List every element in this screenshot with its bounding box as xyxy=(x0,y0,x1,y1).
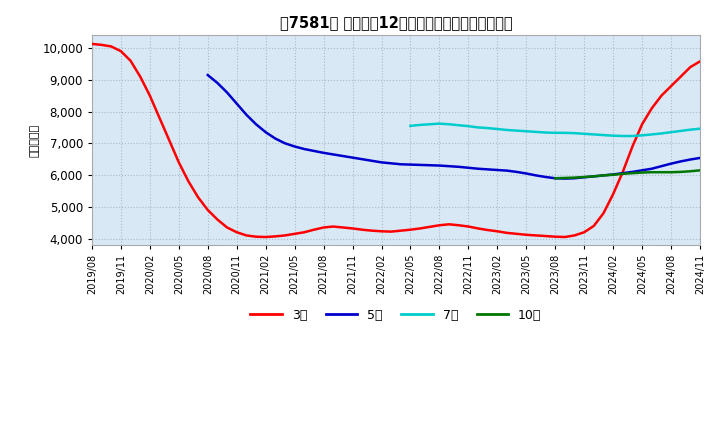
Title: 【7581】 経常利益12か月移動合計の平均値の推移: 【7581】 経常利益12か月移動合計の平均値の推移 xyxy=(279,15,513,30)
Y-axis label: （百万円）: （百万円） xyxy=(30,124,40,157)
Legend: 3年, 5年, 7年, 10年: 3年, 5年, 7年, 10年 xyxy=(246,304,546,327)
